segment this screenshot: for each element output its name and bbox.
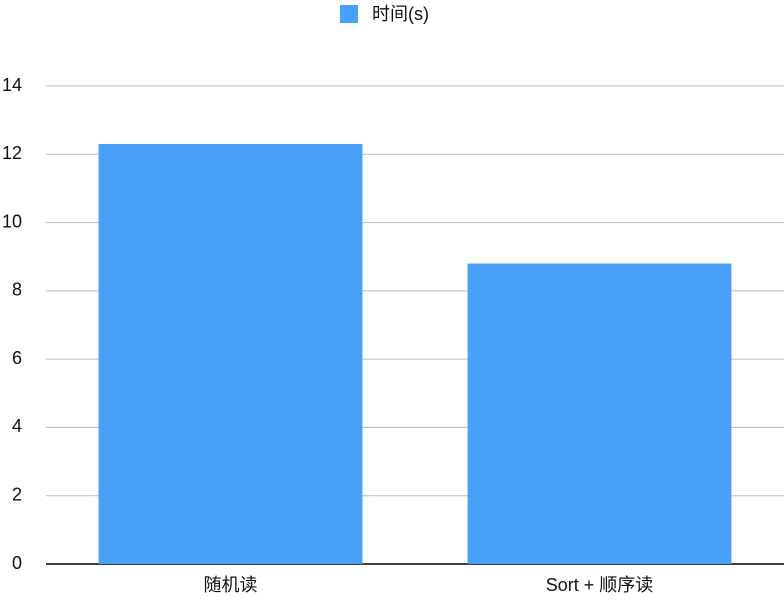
x-tick-label: 随机读 xyxy=(204,575,258,595)
y-tick-label: 2 xyxy=(12,484,22,504)
y-tick-label: 6 xyxy=(12,348,22,368)
y-tick-label: 0 xyxy=(12,553,22,573)
bar xyxy=(98,144,363,565)
bar xyxy=(467,263,732,564)
y-tick-label: 10 xyxy=(2,211,22,231)
y-tick-label: 14 xyxy=(2,75,22,95)
x-tick-label: Sort + 顺序读 xyxy=(546,575,654,595)
y-tick-label: 12 xyxy=(2,143,22,163)
legend-label: 时间(s) xyxy=(372,4,429,24)
y-tick-label: 4 xyxy=(12,416,22,436)
y-tick-label: 8 xyxy=(12,280,22,300)
legend-swatch xyxy=(340,5,358,23)
